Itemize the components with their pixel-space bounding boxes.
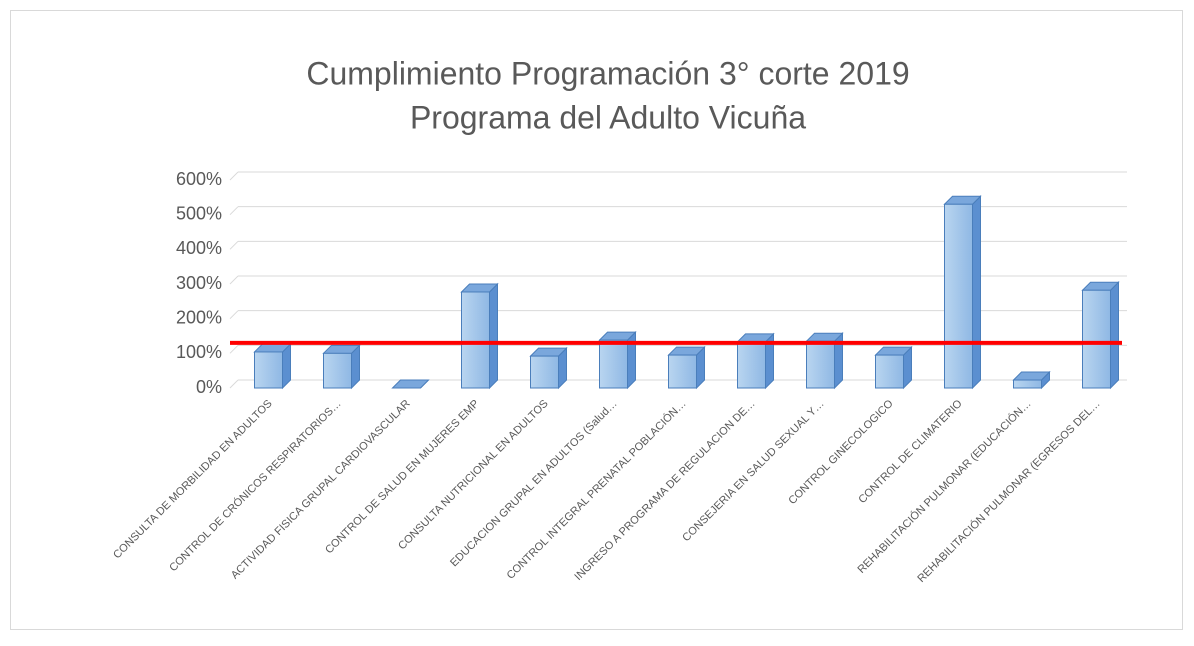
bar [530,355,559,389]
grid-side [229,171,239,181]
bar [599,339,628,389]
grid-side [229,275,239,285]
bar [1013,379,1042,389]
grid-side [229,206,239,216]
y-tick-label: 0% [196,377,222,397]
bar [668,354,697,389]
bar-side [627,330,636,390]
y-tick-label: 200% [176,307,222,327]
bar [875,354,904,389]
bar [806,340,835,389]
y-tick-label: 100% [176,342,222,362]
bar [323,352,352,389]
y-tick-label: 300% [176,273,222,293]
y-tick-label: 500% [176,203,222,223]
y-tick-label: 400% [176,238,222,258]
bar [461,291,490,389]
bar-side [972,195,981,390]
grid-side [229,379,239,389]
bar [944,203,973,389]
chart-title: Cumplimiento Programación 3° corte 2019 [306,55,909,91]
grid-side [229,344,239,354]
chart-border [10,10,1183,630]
bar [737,341,766,389]
bar [254,351,283,389]
bar-side [489,282,498,390]
bar-top [391,379,430,389]
chart-subtitle: Programa del Adulto Vicuña [410,99,806,135]
bar-side [1110,281,1119,390]
bar [1082,289,1111,389]
grid-side [229,240,239,250]
grid-side [229,310,239,320]
y-tick-label: 600% [176,169,222,189]
